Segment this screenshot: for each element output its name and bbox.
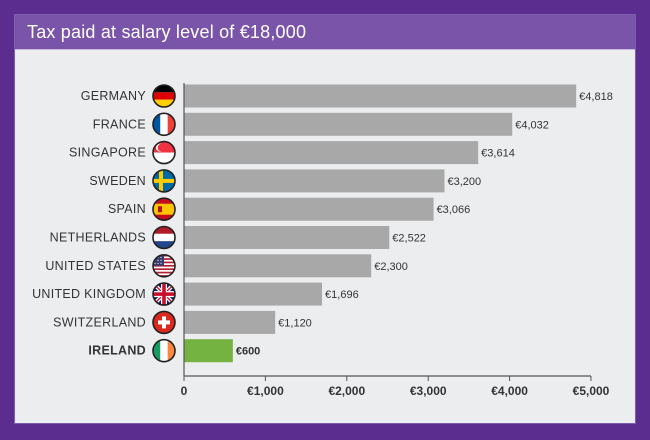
x-tick-label: 0 <box>181 384 188 398</box>
x-tick-label: €1,000 <box>247 384 284 398</box>
value-label: €3,066 <box>437 204 471 216</box>
category-label: SWITZERLAND <box>53 315 146 329</box>
x-tick-label: €5,000 <box>573 384 610 398</box>
united-kingdom-flag-icon <box>152 282 176 306</box>
germany-flag-icon <box>152 84 176 108</box>
category-label: SWEDEN <box>89 174 146 188</box>
bar <box>184 197 434 221</box>
title-bar: Tax paid at salary level of €18,000 <box>15 15 635 50</box>
bar <box>184 84 577 108</box>
value-label: €3,614 <box>481 148 515 160</box>
sweden-flag-icon <box>152 169 176 193</box>
category-label: NETHERLANDS <box>50 231 146 245</box>
switzerland-flag-icon <box>152 310 176 335</box>
value-label: €4,818 <box>579 91 613 103</box>
value-label: €1,120 <box>278 317 312 329</box>
chart-title: Tax paid at salary level of €18,000 <box>27 22 307 42</box>
netherlands-flag-icon <box>152 225 176 250</box>
category-label: UNITED STATES <box>45 259 146 273</box>
bar <box>184 112 513 136</box>
spain-flag-icon <box>152 197 176 221</box>
value-label: €2,522 <box>392 233 426 245</box>
category-label: SPAIN <box>108 202 146 216</box>
singapore-flag-icon <box>152 140 176 165</box>
bar <box>184 226 390 249</box>
x-tick-label: €3,000 <box>410 384 447 398</box>
category-label: FRANCE <box>93 117 146 131</box>
x-tick-label: €2,000 <box>328 384 365 398</box>
category-label: GERMANY <box>81 89 147 103</box>
value-label: €3,200 <box>447 176 481 188</box>
bar <box>184 141 479 165</box>
bar <box>184 339 233 363</box>
france-flag-icon <box>152 112 176 137</box>
value-label: €2,300 <box>374 261 408 273</box>
united-states-flag-icon <box>152 253 176 278</box>
bar <box>184 282 323 306</box>
ireland-flag-icon <box>152 338 176 363</box>
category-label: IRELAND <box>88 344 146 358</box>
chart-panel: Tax paid at salary level of €18,000 <box>14 14 636 424</box>
category-label: SINGAPORE <box>69 146 146 160</box>
bar <box>184 169 445 193</box>
value-label: €4,032 <box>515 119 549 131</box>
bar <box>184 254 372 278</box>
x-tick-label: €4,000 <box>491 384 528 398</box>
category-label: UNITED KINGDOM <box>32 287 146 301</box>
value-label: €600 <box>236 346 260 358</box>
value-label: €1,696 <box>325 289 359 301</box>
bar <box>184 310 276 334</box>
